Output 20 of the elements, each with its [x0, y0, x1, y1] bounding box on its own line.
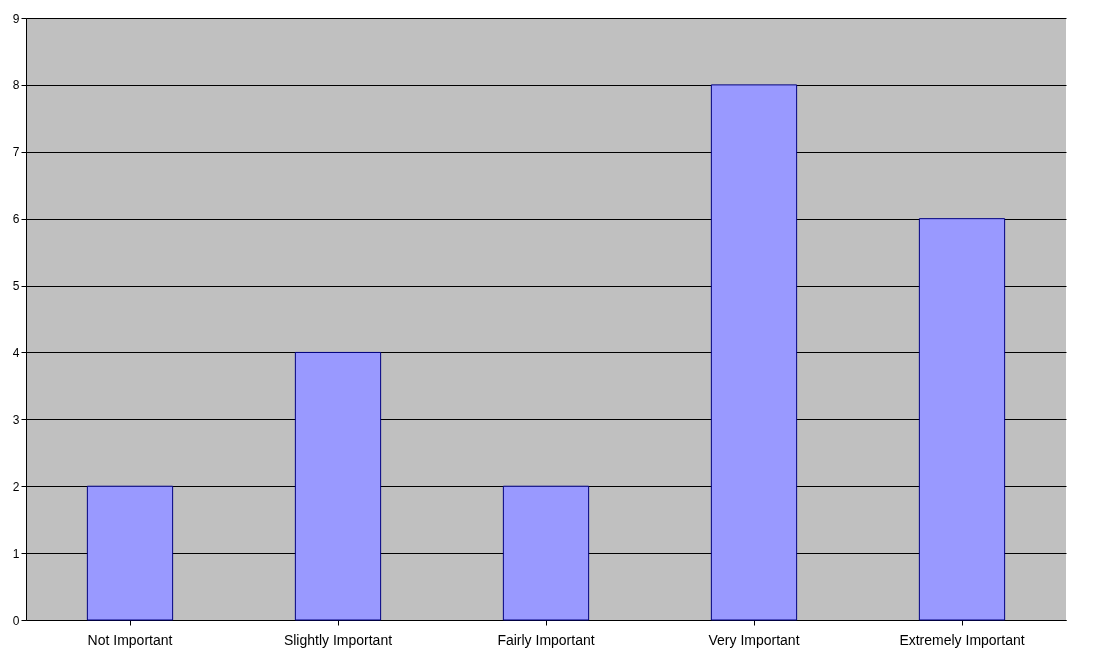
x-tick-label: Not Important	[87, 631, 173, 648]
y-tick-label: 1	[12, 546, 20, 561]
x-tick-label: Slightly Important	[283, 631, 393, 648]
y-tick-label: 4	[12, 345, 20, 360]
y-tick-label: 5	[12, 279, 20, 294]
y-tick-label: 3	[12, 412, 20, 427]
y-tick-label: 8	[12, 78, 20, 93]
y-tick-label: 0	[12, 613, 20, 628]
x-tick-label: Very Important	[708, 631, 800, 648]
bar	[502, 485, 590, 621]
x-tick-label: Fairly Important	[497, 631, 595, 648]
y-tick-label: 6	[12, 212, 20, 227]
bar	[294, 351, 382, 621]
bar	[86, 485, 174, 621]
y-tick-label: 7	[12, 145, 20, 160]
x-tick-label: Extremely Important	[899, 631, 1025, 648]
bar	[710, 84, 798, 621]
y-tick-label: 2	[12, 479, 20, 494]
y-tick-label: 9	[12, 11, 20, 26]
bar	[918, 218, 1006, 621]
